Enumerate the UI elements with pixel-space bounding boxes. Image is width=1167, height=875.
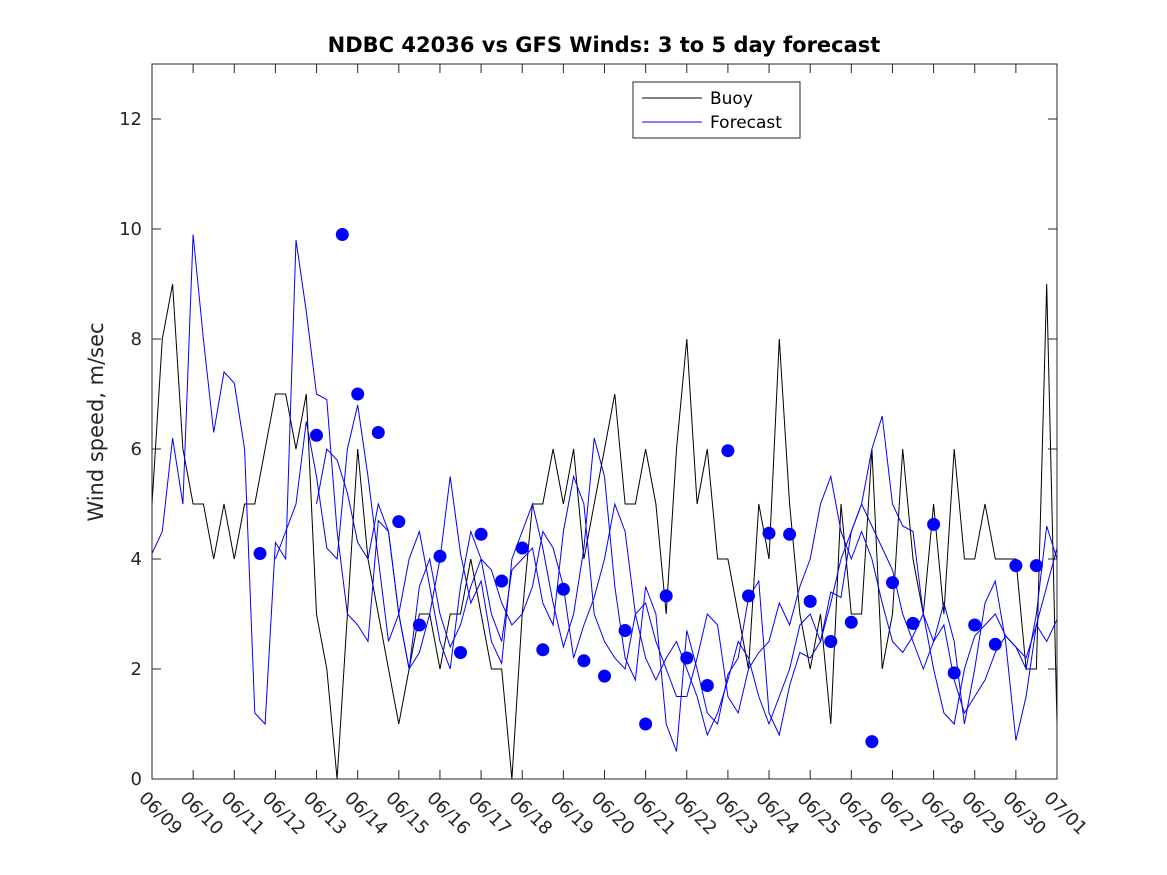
legend-box [632,81,801,139]
forecast-marker [680,651,694,665]
x-tick-label: 06/22 [669,788,721,840]
x-tick-label: 06/10 [176,788,228,840]
forecast-marker [495,574,509,588]
forecast-marker [968,618,982,632]
forecast-marker [598,669,611,683]
y-tick-label: 8 [131,329,142,350]
x-tick-label: 06/28 [916,788,968,840]
x-tick-label: 06/29 [957,788,1009,840]
forecast-marker [371,426,385,439]
forecast-marker [335,228,349,241]
forecast-marker [742,589,755,603]
buoy-series-line [152,64,1057,779]
forecast-marker [844,615,858,629]
forecast-marker [351,387,365,401]
forecast-marker [803,594,817,608]
plot-area [152,64,1057,779]
forecast-marker [886,576,899,590]
x-tick-label: 06/13 [299,788,351,840]
forecast-marker [433,549,447,563]
forecast-marker [536,643,550,657]
forecast-marker [474,527,488,541]
x-tick-label: 06/16 [422,788,474,840]
x-tick-label: 06/27 [875,788,927,840]
forecast-series-line-2 [274,404,1057,726]
forecast-marker [721,444,735,458]
legend-forecast-label: Forecast [710,113,782,133]
y-axis-label: Wind speed, m/sec [84,322,108,521]
x-tick-label: 06/30 [998,788,1050,840]
forecast-marker [253,547,267,560]
forecast-marker [515,541,529,555]
y-tick-label: 10 [119,219,142,240]
forecast-marker [906,616,920,630]
x-tick-label: 06/21 [628,788,680,840]
x-tick-label: 07/01 [1039,788,1091,840]
forecast-marker [639,717,653,731]
forecast-marker [927,517,941,531]
forecast-marker [762,526,776,540]
y-tick-label: 6 [131,439,142,460]
forecast-marker [577,654,591,668]
chart-title: NDBC 42036 vs GFS Winds: 3 to 5 day fore… [328,33,881,57]
forecast-marker [659,589,673,603]
x-tick-label: 06/25 [793,788,845,840]
y-tick-label: 4 [131,549,142,570]
x-tick-label: 06/09 [134,788,186,840]
forecast-marker [310,428,323,442]
forecast-marker [988,637,1002,651]
x-tick-label: 06/15 [381,788,433,840]
x-tick-label: 06/20 [587,788,639,840]
y-tick-label: 0 [131,769,142,790]
forecast-marker [618,624,632,637]
x-tick-label: 06/14 [340,788,392,840]
x-tick-label: 06/18 [505,788,557,840]
x-tick-label: 06/24 [752,788,804,840]
forecast-marker [392,515,406,529]
forecast-marker [783,527,797,541]
forecast-marker [947,666,961,680]
x-tick-label: 06/11 [217,788,269,840]
forecast-marker [865,735,879,749]
x-tick-label: 06/12 [258,788,310,840]
forecast-marker [1009,559,1023,573]
forecast-marker [556,582,570,596]
x-tick-label: 06/19 [546,788,598,840]
x-tick-label: 06/17 [464,788,516,840]
forecast-series-line-3 [316,447,1057,737]
y-tick-label: 2 [131,659,142,680]
forecast-marker [824,635,838,648]
x-tick-label: 06/23 [710,788,762,840]
forecast-marker [454,646,467,659]
x-tick-label: 06/26 [834,788,886,840]
forecast-marker [412,618,426,632]
legend: Buoy Forecast [632,81,801,139]
forecast-marker [700,679,714,692]
legend-buoy-label: Buoy [710,89,753,109]
forecast-marker [1029,559,1043,573]
y-tick-label: 12 [119,109,142,130]
